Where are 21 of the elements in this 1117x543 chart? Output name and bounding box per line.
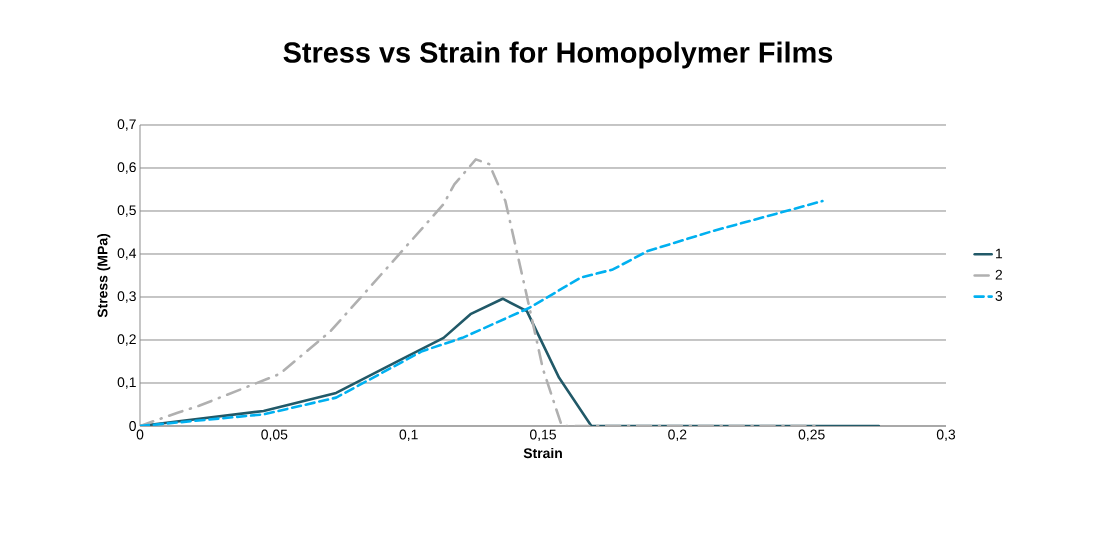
x-tick-label: 0,2 — [668, 429, 687, 442]
x-tick-label: 0,1 — [399, 429, 418, 442]
y-tick-label: 0,1 — [117, 377, 136, 389]
x-tick-label: 0 — [136, 429, 144, 440]
x-tick-label: 0,25 — [798, 429, 825, 442]
y-axis-title: Stress (MPa) — [97, 233, 111, 318]
x-tick-label: 0,05 — [261, 429, 288, 442]
y-tick-label: 0,6 — [117, 162, 136, 174]
legend-label: 2 — [995, 269, 1003, 280]
x-tick-label: 0,3 — [936, 429, 956, 442]
y-tick-label: 0,2 — [117, 334, 136, 346]
legend-label: 3 — [995, 290, 1003, 301]
y-tick-label: 0,3 — [117, 291, 136, 303]
legend-label: 1 — [996, 248, 1003, 259]
chart-title: Stress vs Strain for Homopolymer Films — [283, 41, 833, 69]
x-tick-label: 0,15 — [529, 429, 556, 442]
y-tick-label: 0,7 — [117, 119, 136, 131]
y-tick-label: 0,5 — [117, 205, 136, 217]
y-tick-label: 0,4 — [117, 248, 137, 260]
x-axis-title: Strain — [523, 447, 562, 459]
y-tick-label: 0 — [129, 421, 136, 431]
